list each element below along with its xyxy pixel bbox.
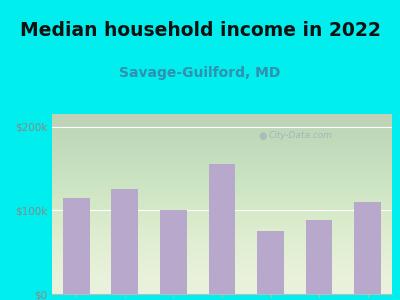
Bar	[306, 220, 332, 294]
Bar	[209, 164, 235, 294]
Bar	[63, 198, 90, 294]
Bar	[354, 202, 381, 294]
Text: Median household income in 2022: Median household income in 2022	[20, 21, 380, 40]
Bar	[160, 210, 187, 294]
Bar	[257, 231, 284, 294]
Text: Savage-Guilford, MD: Savage-Guilford, MD	[119, 66, 281, 80]
Text: City-Data.com: City-Data.com	[268, 131, 332, 140]
Bar	[112, 189, 138, 294]
Text: ●: ●	[258, 130, 267, 141]
